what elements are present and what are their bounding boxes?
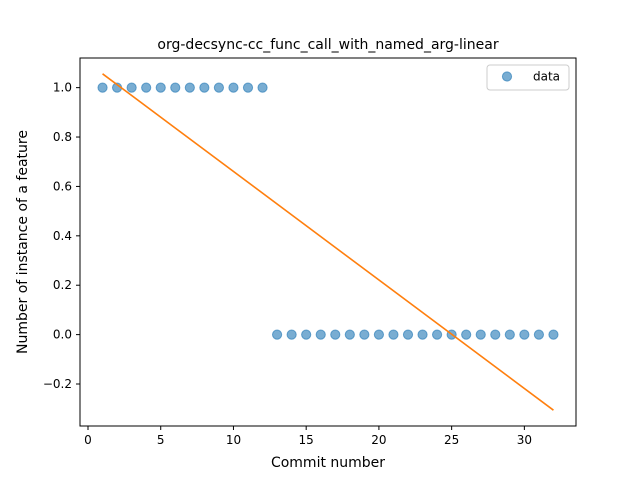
x-tick-label: 25	[444, 433, 459, 447]
x-tick-label: 20	[371, 433, 386, 447]
trend-line	[102, 73, 554, 411]
data-point	[533, 329, 545, 340]
data-point	[286, 329, 297, 340]
x-tick-label: 5	[157, 433, 165, 447]
x-tick-label: 0	[84, 433, 92, 447]
y-tick-label: 0.6	[53, 179, 72, 193]
y-tick-label: 0.0	[53, 328, 72, 342]
y-tick-label: 0.4	[53, 229, 72, 243]
legend-box	[486, 64, 570, 91]
data-point	[155, 82, 166, 93]
data-point	[344, 329, 355, 340]
data-point	[242, 82, 254, 93]
data-point	[315, 329, 326, 340]
data-point	[257, 82, 268, 93]
data-point	[461, 329, 472, 340]
data-point	[548, 329, 559, 340]
legend-label-data: data	[533, 70, 560, 84]
legend: data	[486, 64, 570, 91]
x-axis-title: Commit number	[271, 455, 385, 471]
data-point	[417, 329, 428, 340]
legend-marker-data	[501, 71, 513, 82]
data-point	[359, 329, 370, 340]
chart-title: org-decsync-cc_func_call_with_named_arg-…	[157, 37, 498, 53]
plot-area	[97, 73, 559, 411]
data-point	[490, 329, 501, 340]
data-point	[213, 82, 225, 93]
y-axis-title: Number of instance of a feature	[15, 130, 31, 354]
data-point	[141, 82, 152, 93]
data-point	[388, 329, 399, 340]
data-point	[199, 82, 210, 93]
data-point	[475, 329, 486, 340]
data-point	[184, 82, 195, 93]
data-point	[402, 329, 414, 340]
y-tick-label: 0.2	[53, 278, 72, 292]
plot-frame	[79, 57, 577, 427]
data-point	[271, 329, 283, 340]
data-point	[330, 329, 341, 340]
data-point	[301, 329, 312, 340]
data-point	[504, 329, 515, 340]
data-point	[97, 82, 108, 93]
y-tick-label: 0.8	[53, 130, 72, 144]
y-tick-label: −0.2	[43, 377, 72, 391]
data-point	[373, 329, 385, 340]
data-point	[126, 82, 137, 93]
x-tick-label: 10	[226, 433, 241, 447]
x-tick-label: 15	[299, 433, 314, 447]
y-tick-label: 1.0	[53, 81, 72, 95]
x-tick-label: 30	[517, 433, 532, 447]
data-point	[431, 329, 443, 340]
data-point	[170, 82, 181, 93]
data-point	[228, 82, 239, 93]
data-point	[519, 329, 530, 340]
